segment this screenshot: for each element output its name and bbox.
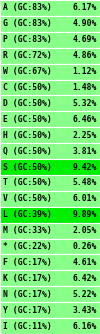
Bar <box>0 32 100 48</box>
Text: V (GC:50%): V (GC:50%) <box>3 194 52 203</box>
Text: L (GC:39%): L (GC:39%) <box>3 210 52 219</box>
Text: W (GC:67%): W (GC:67%) <box>3 67 52 76</box>
Text: 1.48%: 1.48% <box>73 83 97 92</box>
Text: 0.26%: 0.26% <box>73 242 97 251</box>
Text: 9.42%: 9.42% <box>73 163 97 171</box>
Text: 4.90%: 4.90% <box>73 19 97 28</box>
Text: T (GC:50%): T (GC:50%) <box>3 178 52 187</box>
Bar <box>0 223 100 238</box>
Text: H (GC:50%): H (GC:50%) <box>3 131 52 140</box>
Text: D (GC:50%): D (GC:50%) <box>3 99 52 108</box>
Bar <box>0 238 100 255</box>
Bar <box>0 318 100 334</box>
Text: 5.22%: 5.22% <box>73 290 97 299</box>
Text: E (GC:50%): E (GC:50%) <box>3 115 52 124</box>
Text: 4.86%: 4.86% <box>73 51 97 60</box>
Bar <box>0 191 100 207</box>
Text: 4.61%: 4.61% <box>73 258 97 267</box>
Text: 5.48%: 5.48% <box>73 178 97 187</box>
Text: Q (GC:50%): Q (GC:50%) <box>3 147 52 156</box>
Bar <box>0 143 100 159</box>
Text: 2.05%: 2.05% <box>73 226 97 235</box>
Bar <box>0 207 100 223</box>
Text: * (GC:22%): * (GC:22%) <box>3 242 52 251</box>
Text: 6.17%: 6.17% <box>73 3 97 12</box>
Text: A (GC:83%): A (GC:83%) <box>3 3 52 12</box>
Bar <box>0 0 100 16</box>
Bar <box>0 79 100 96</box>
Text: 6.46%: 6.46% <box>73 115 97 124</box>
Bar <box>0 159 100 175</box>
Bar <box>0 175 100 191</box>
Text: R (GC:72%): R (GC:72%) <box>3 51 52 60</box>
Text: 9.89%: 9.89% <box>73 210 97 219</box>
Text: I (GC:11%): I (GC:11%) <box>3 322 52 331</box>
Text: P (GC:83%): P (GC:83%) <box>3 35 52 44</box>
Text: 3.81%: 3.81% <box>73 147 97 156</box>
Bar <box>0 127 100 143</box>
Text: 3.43%: 3.43% <box>73 306 97 315</box>
Text: K (GC:17%): K (GC:17%) <box>3 274 52 283</box>
Bar <box>0 255 100 271</box>
Text: 2.25%: 2.25% <box>73 131 97 140</box>
Text: F (GC:17%): F (GC:17%) <box>3 258 52 267</box>
Bar <box>0 16 100 32</box>
Bar <box>0 271 100 286</box>
Text: 6.42%: 6.42% <box>73 274 97 283</box>
Text: 1.12%: 1.12% <box>73 67 97 76</box>
Text: 5.32%: 5.32% <box>73 99 97 108</box>
Text: S (GC:50%): S (GC:50%) <box>3 163 52 171</box>
Text: N (GC:17%): N (GC:17%) <box>3 290 52 299</box>
Bar <box>0 111 100 127</box>
Bar <box>0 63 100 79</box>
Bar <box>0 96 100 111</box>
Text: 6.16%: 6.16% <box>73 322 97 331</box>
Text: 6.01%: 6.01% <box>73 194 97 203</box>
Text: M (GC:33%): M (GC:33%) <box>3 226 52 235</box>
Bar <box>0 302 100 318</box>
Text: C (GC:50%): C (GC:50%) <box>3 83 52 92</box>
Text: G (GC:83%): G (GC:83%) <box>3 19 52 28</box>
Text: Y (GC:17%): Y (GC:17%) <box>3 306 52 315</box>
Bar <box>0 48 100 63</box>
Text: 4.69%: 4.69% <box>73 35 97 44</box>
Bar <box>0 286 100 302</box>
